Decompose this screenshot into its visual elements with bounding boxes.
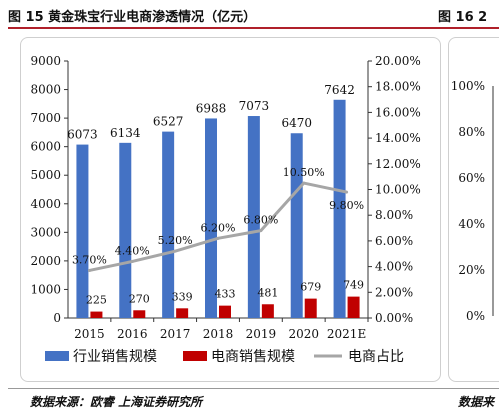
line-ecommerce-share-label: 6.80% <box>243 214 278 227</box>
bar-ecommerce-sales-label: 679 <box>300 281 321 294</box>
bar-ecommerce-sales <box>133 310 146 318</box>
header-rule <box>8 27 499 29</box>
bar-industry-sales <box>247 116 260 319</box>
next-chart-tick-label: 40% <box>458 217 485 231</box>
line-ecommerce-share-label: 4.40% <box>115 244 150 257</box>
x-tick-label: 2015 <box>74 327 105 341</box>
y-left-tick-label: 2000 <box>30 254 61 268</box>
legend-label-industry-sales: 行业销售规模 <box>73 349 157 365</box>
bar-industry-sales <box>162 131 175 318</box>
y-left-tick-label: 9000 <box>30 54 61 68</box>
line-ecommerce-share-label: 6.20% <box>201 221 236 234</box>
bar-industry-sales-label: 6988 <box>196 101 227 115</box>
line-ecommerce-share-point <box>173 249 177 253</box>
footer-rule <box>8 388 499 389</box>
y-right-tick-label: 2.00% <box>375 285 413 299</box>
bar-ecommerce-sales-label: 433 <box>215 288 236 301</box>
bar-ecommerce-sales <box>219 305 231 318</box>
next-chart-tick-label: 0% <box>466 309 485 323</box>
line-ecommerce-share-point <box>302 181 306 185</box>
chart-panel: 0 1000 2000 3000 4000 5000 6000 7000 8000 9000 0.0… <box>20 37 441 382</box>
bar-industry-sales <box>205 118 217 318</box>
bar-industry-sales-label: 6073 <box>67 128 98 142</box>
line-ecommerce-share-label: 9.80% <box>329 199 364 212</box>
next-figure-title: 图 16 2 <box>438 10 488 25</box>
y-right-tick-label: 10.00% <box>375 183 421 197</box>
y-right-tick-label: 6.00% <box>375 234 413 248</box>
x-tick-label: 2020 <box>288 327 319 341</box>
line-ecommerce-share-label: 3.70% <box>72 253 107 266</box>
line-ecommerce-share-point <box>345 190 349 194</box>
bar-industry-sales <box>290 133 303 318</box>
bar-ecommerce-sales-label: 749 <box>343 279 364 292</box>
bar-ecommerce-sales-label: 339 <box>172 290 193 303</box>
next-chart-tick-label: 80% <box>458 125 485 139</box>
y-left-tick-label: 8000 <box>30 83 61 97</box>
line-ecommerce-share-point <box>87 268 91 272</box>
x-tick-label: 2017 <box>160 327 191 341</box>
line-ecommerce-share-point <box>130 259 134 263</box>
y-left-tick-label: 1000 <box>30 282 61 296</box>
next-source-note: 数据来 <box>458 395 495 409</box>
legend-label-ecommerce-share: 电商占比 <box>348 349 404 365</box>
bar-ecommerce-sales-label: 270 <box>129 292 150 305</box>
next-chart: 100% 80% 60% 40% 20% 0% <box>451 79 494 323</box>
x-tick-label: 2018 <box>203 327 234 341</box>
line-ecommerce-share-point <box>216 236 220 240</box>
bar-ecommerce-sales <box>261 304 274 318</box>
y-right-tick-label: 20.00% <box>375 54 421 68</box>
penetration-chart: 0 1000 2000 3000 4000 5000 6000 7000 8000 9000 0.0… <box>30 54 421 365</box>
x-tick-label: 2021E <box>327 327 366 341</box>
x-tick-label: 2019 <box>246 327 277 341</box>
legend-swatch-industry-sales <box>45 351 69 361</box>
next-chart-panel: 100% 80% 60% 40% 20% 0% <box>448 37 499 382</box>
legend-swatch-ecommerce-sales <box>183 351 207 361</box>
y-right-tick-label: 4.00% <box>375 260 413 274</box>
bar-industry-sales <box>76 144 89 318</box>
y-right-tick-label: 0.00% <box>375 311 413 325</box>
bar-industry-sales-label: 7073 <box>239 99 270 113</box>
y-right-tick-label: 12.00% <box>375 157 421 171</box>
y-left-tick-label: 5000 <box>30 168 61 182</box>
y-left-tick-label: 7000 <box>30 111 61 125</box>
bar-industry-sales-label: 6134 <box>110 126 141 140</box>
y-left-tick-label: 0 <box>53 311 61 325</box>
line-ecommerce-share-label: 10.50% <box>283 166 325 179</box>
next-chart-tick-label: 20% <box>458 263 485 277</box>
line-ecommerce-share-point <box>259 229 263 233</box>
y-right-tick-label: 16.00% <box>375 105 421 119</box>
bar-ecommerce-sales-label: 481 <box>257 286 278 299</box>
legend-label-ecommerce-sales: 电商销售规模 <box>211 349 295 365</box>
source-note: 数据来源：欧睿 上海证券研究所 <box>30 395 203 409</box>
bar-ecommerce-sales <box>347 296 360 318</box>
bar-industry-sales-label: 6527 <box>153 115 184 129</box>
bar-industry-sales <box>333 99 346 318</box>
x-tick-label: 2016 <box>117 327 148 341</box>
bar-ecommerce-sales <box>90 311 103 318</box>
y-right-tick-label: 8.00% <box>375 208 413 222</box>
bar-ecommerce-sales <box>176 308 189 318</box>
bar-industry-sales-label: 6470 <box>281 116 312 130</box>
next-chart-tick-label: 100% <box>451 79 485 93</box>
y-right-tick-label: 14.00% <box>375 131 421 145</box>
y-left-tick-label: 6000 <box>30 140 61 154</box>
y-right-tick-label: 18.00% <box>375 80 421 94</box>
next-chart-tick-label: 60% <box>458 171 485 185</box>
y-left-tick-label: 4000 <box>30 197 61 211</box>
figure-title: 图 15 黄金珠宝行业电商渗透情况（亿元） <box>8 10 257 25</box>
bar-ecommerce-sales-label: 225 <box>86 294 107 307</box>
y-left-tick-label: 3000 <box>30 225 61 239</box>
line-ecommerce-share-label: 5.20% <box>158 234 193 247</box>
bar-ecommerce-sales <box>304 298 317 318</box>
bar-industry-sales <box>119 142 132 318</box>
bar-industry-sales-label: 7642 <box>324 83 355 97</box>
